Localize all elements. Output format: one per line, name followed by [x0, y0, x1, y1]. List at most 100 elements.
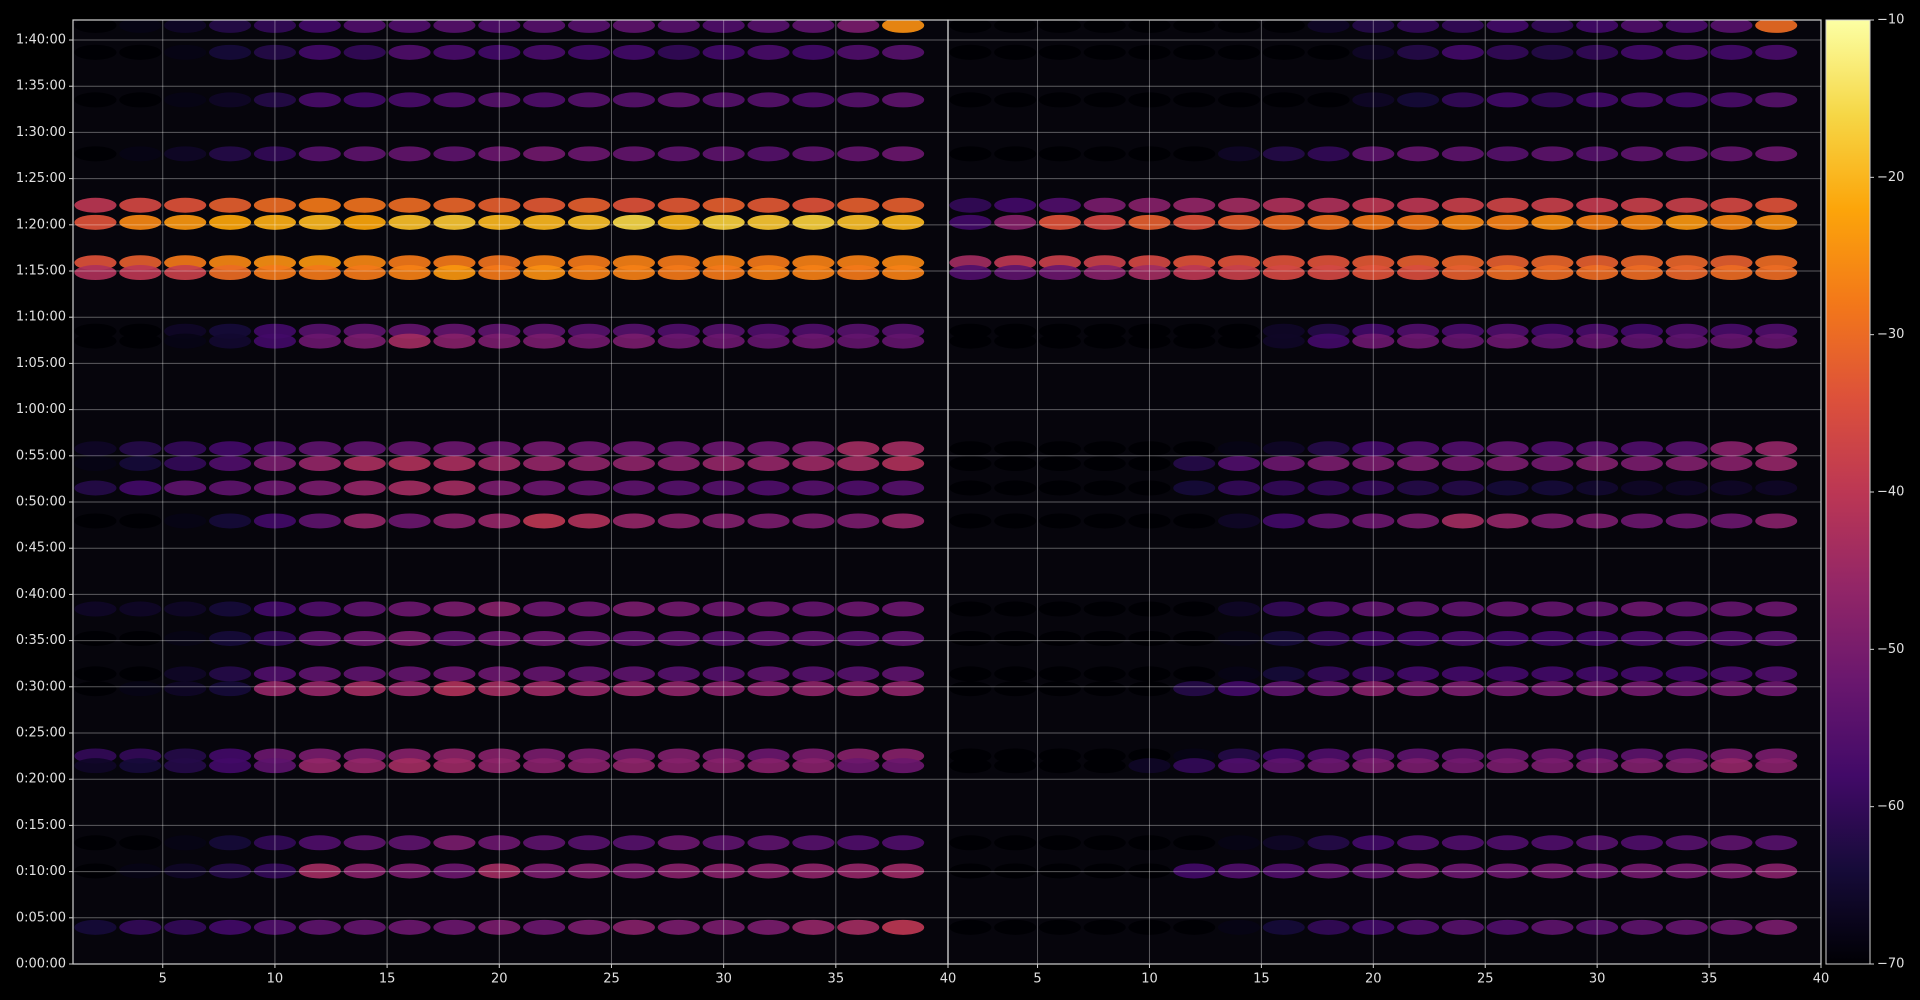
heatmap-cell — [1576, 20, 1619, 33]
heatmap-cell — [433, 513, 476, 529]
heatmap-cell — [1352, 601, 1395, 617]
heatmap-cell — [478, 681, 521, 697]
heatmap-cell — [702, 666, 745, 682]
heatmap-cell — [1083, 92, 1126, 108]
heatmap-cell — [1576, 919, 1619, 935]
heatmap-cell — [1173, 863, 1216, 879]
heatmap-cell — [388, 265, 431, 281]
heatmap-cell — [1576, 835, 1619, 851]
heatmap-cell — [1620, 601, 1663, 617]
heatmap-cell — [74, 666, 117, 682]
heatmap-cell — [1083, 146, 1126, 162]
heatmap-cell — [1531, 197, 1574, 213]
x-tick-label: 25 — [1477, 972, 1494, 987]
heatmap-cell — [1307, 835, 1350, 851]
heatmap-cell — [949, 835, 992, 851]
heatmap-cell — [1128, 44, 1171, 60]
heatmap-cell — [612, 863, 655, 879]
heatmap-cell — [567, 919, 611, 935]
heatmap-cell — [1352, 441, 1395, 457]
heatmap-cell — [478, 630, 521, 646]
heatmap-cell — [1665, 601, 1708, 617]
heatmap-cell — [567, 20, 611, 33]
heatmap-cell — [1217, 835, 1261, 851]
heatmap-cell — [612, 480, 655, 496]
heatmap-cell — [1083, 265, 1126, 281]
heatmap-cell — [208, 666, 252, 682]
heatmap-cell — [1576, 513, 1619, 529]
heatmap-cell — [1620, 919, 1663, 935]
heatmap-cell — [612, 835, 655, 851]
heatmap-cell — [1038, 20, 1081, 33]
heatmap-cell — [792, 214, 835, 230]
heatmap-cell — [792, 863, 835, 879]
heatmap-cell — [1397, 265, 1440, 281]
heatmap-cell — [1352, 480, 1395, 496]
heatmap-cell — [1128, 666, 1171, 682]
heatmap-cell — [1217, 630, 1261, 646]
heatmap-cell — [1441, 666, 1484, 682]
heatmap-cell — [523, 20, 566, 33]
heatmap-cell — [1665, 214, 1708, 230]
heatmap-cell — [433, 758, 476, 774]
heatmap-cell — [612, 20, 655, 33]
heatmap-cell — [792, 480, 835, 496]
heatmap-cell — [1710, 601, 1753, 617]
heatmap-cell — [343, 919, 386, 935]
heatmap-cell — [298, 480, 341, 496]
heatmap-cell — [478, 835, 521, 851]
heatmap-cell — [298, 214, 341, 230]
heatmap-cell — [1755, 863, 1798, 879]
heatmap-cell — [1038, 44, 1081, 60]
heatmap-cell — [1397, 601, 1440, 617]
colorbar — [1825, 19, 1871, 965]
heatmap-cell — [433, 835, 476, 851]
heatmap-cell — [1755, 214, 1798, 230]
heatmap-cell — [1397, 681, 1440, 697]
heatmap-cell — [994, 456, 1037, 472]
heatmap-cell — [253, 20, 297, 33]
heatmap-cell — [657, 441, 700, 457]
heatmap-cell — [994, 197, 1037, 213]
x-tick-label: 20 — [491, 972, 508, 987]
heatmap-cell — [1397, 146, 1440, 162]
heatmap-cell — [478, 20, 521, 33]
heatmap-cell — [567, 441, 611, 457]
heatmap-cell — [1083, 835, 1126, 851]
heatmap-cell — [298, 333, 341, 349]
heatmap-cell — [1710, 666, 1753, 682]
heatmap-cell — [523, 214, 566, 230]
heatmap-cell — [1217, 20, 1261, 33]
heatmap-cell — [612, 265, 655, 281]
heatmap-cell — [657, 44, 700, 60]
colorbar-tick-label: −70 — [1877, 957, 1904, 972]
heatmap-cell — [343, 214, 386, 230]
heatmap-cell — [433, 919, 476, 935]
heatmap-cell — [1217, 333, 1261, 349]
heatmap-cell — [1531, 630, 1574, 646]
heatmap-cell — [657, 666, 700, 682]
heatmap-cell — [1665, 758, 1708, 774]
heatmap-cell — [1620, 480, 1663, 496]
x-tick-label: 10 — [1141, 972, 1158, 987]
heatmap-cell — [1173, 441, 1216, 457]
heatmap-cell — [74, 835, 117, 851]
heatmap-cell — [253, 666, 297, 682]
heatmap-cell — [792, 630, 835, 646]
heatmap-cell — [1307, 441, 1350, 457]
heatmap-cell — [1620, 681, 1663, 697]
heatmap-cell — [1038, 480, 1081, 496]
heatmap-cell — [1441, 601, 1484, 617]
heatmap-cell — [612, 92, 655, 108]
heatmap-cell — [612, 630, 655, 646]
heatmap-cell — [1441, 333, 1484, 349]
heatmap-cell — [747, 44, 790, 60]
heatmap-cell — [343, 456, 386, 472]
heatmap-cell — [837, 863, 880, 879]
heatmap-cell — [298, 666, 341, 682]
heatmap-cell — [1755, 456, 1798, 472]
heatmap-cell — [1038, 919, 1081, 935]
heatmap-cell — [837, 513, 880, 529]
heatmap-cell — [882, 758, 925, 774]
heatmap-cell — [792, 44, 835, 60]
